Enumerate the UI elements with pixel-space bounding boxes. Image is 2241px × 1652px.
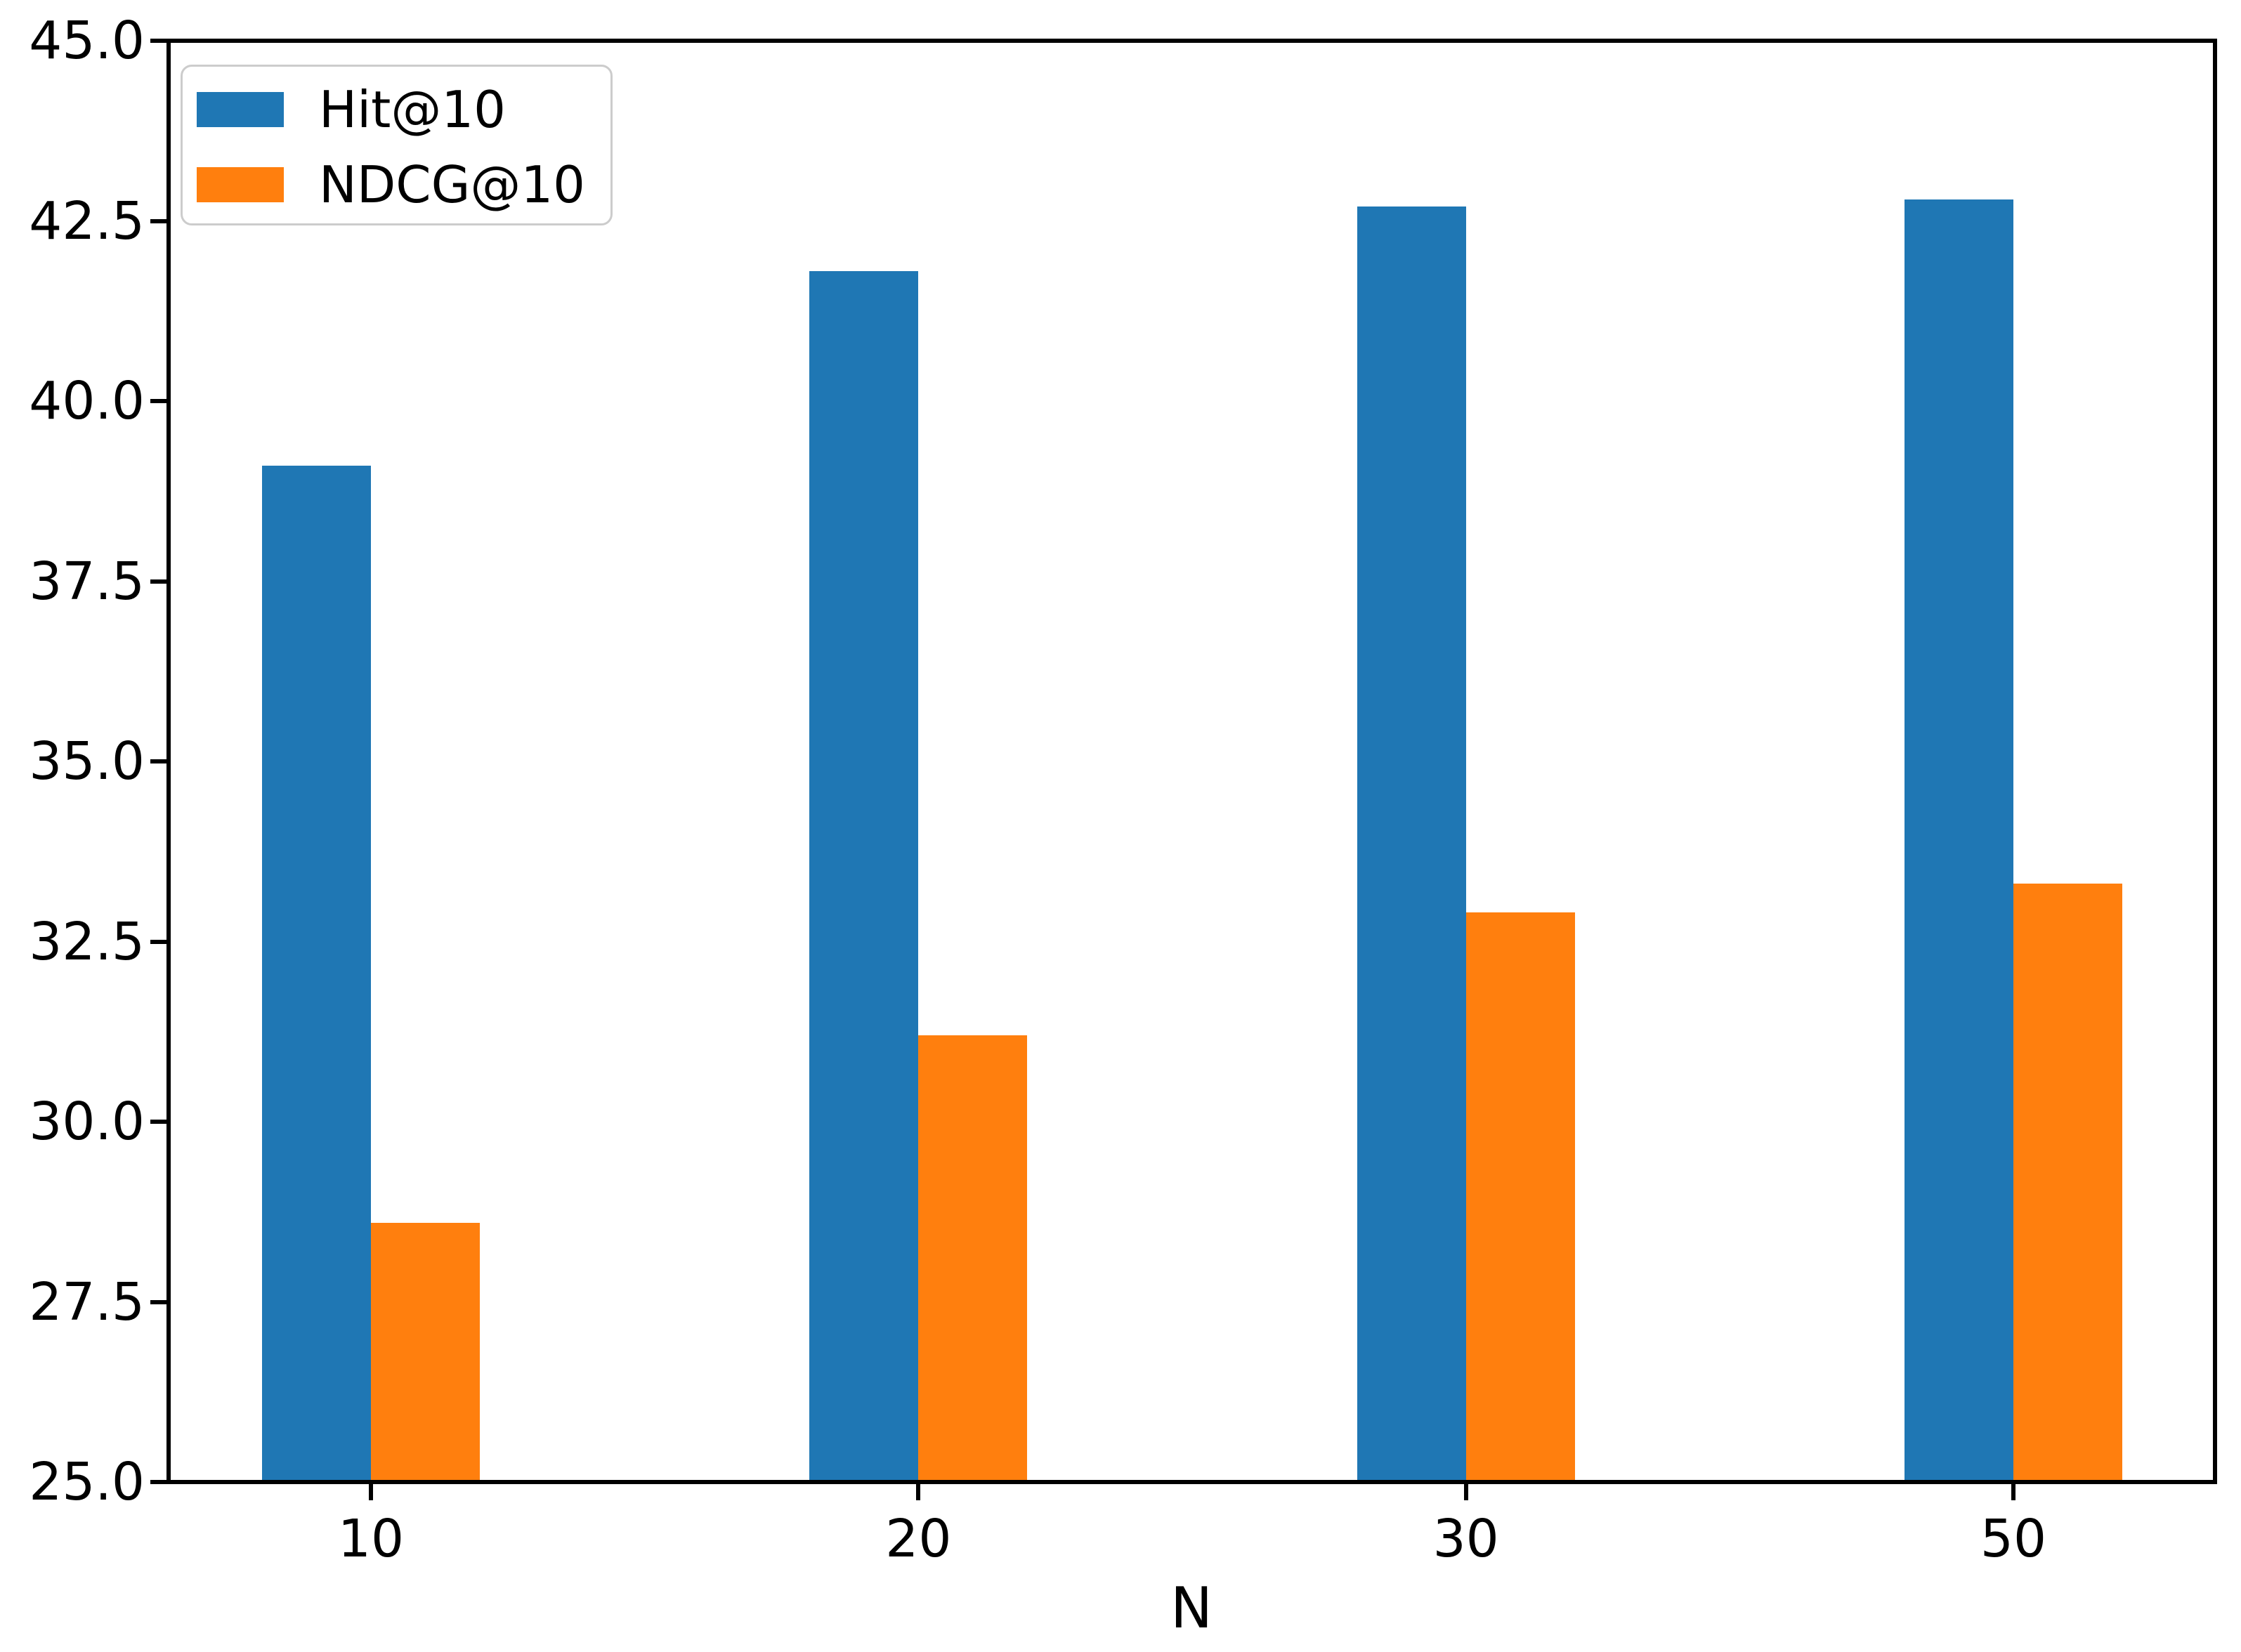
y-tick-label-300: 30.0 xyxy=(29,1092,145,1152)
x-tick-label-30: 30 xyxy=(1432,1509,1499,1569)
y-tick-mark-450 xyxy=(150,39,169,43)
bar-ndcg10-n20 xyxy=(918,1035,1028,1482)
x-tick-mark-10 xyxy=(369,1482,373,1500)
x-axis-label: N xyxy=(1170,1575,1213,1641)
axis-spine-top xyxy=(166,39,2217,43)
y-tick-mark-350 xyxy=(150,759,169,763)
legend: Hit@10 NDCG@10 xyxy=(181,65,613,225)
bar-hit10-n10 xyxy=(262,466,371,1482)
legend-item-hit10: Hit@10 xyxy=(197,80,585,139)
y-tick-mark-250 xyxy=(150,1480,169,1484)
axis-spine-right xyxy=(2213,39,2217,1484)
legend-label-ndcg10: NDCG@10 xyxy=(319,155,585,214)
axis-spine-left xyxy=(166,39,171,1484)
x-tick-mark-20 xyxy=(916,1482,921,1500)
bar-ndcg10-n30 xyxy=(1465,912,1575,1482)
bar-ndcg10-n50 xyxy=(2013,884,2122,1482)
y-tick-label-275: 27.5 xyxy=(29,1271,145,1332)
y-tick-label-325: 32.5 xyxy=(29,911,145,972)
bar-hit10-n50 xyxy=(1904,199,2013,1482)
legend-swatch-hit10 xyxy=(197,92,284,127)
y-tick-mark-375 xyxy=(150,579,169,584)
y-tick-mark-275 xyxy=(150,1299,169,1304)
x-tick-label-50: 50 xyxy=(1980,1509,2047,1569)
legend-swatch-ndcg10 xyxy=(197,167,284,202)
legend-label-hit10: Hit@10 xyxy=(319,80,506,139)
y-tick-label-250: 25.0 xyxy=(29,1452,145,1512)
y-tick-label-375: 37.5 xyxy=(29,551,145,612)
bar-hit10-n30 xyxy=(1357,206,1466,1482)
bar-ndcg10-n10 xyxy=(371,1222,480,1482)
axis-spine-bottom xyxy=(166,1480,2217,1484)
x-tick-label-10: 10 xyxy=(337,1509,405,1569)
y-tick-mark-400 xyxy=(150,399,169,403)
y-tick-label-400: 40.0 xyxy=(29,371,145,431)
y-tick-mark-300 xyxy=(150,1120,169,1124)
x-tick-label-20: 20 xyxy=(885,1509,952,1569)
y-tick-mark-325 xyxy=(150,939,169,944)
x-tick-mark-50 xyxy=(2011,1482,2015,1500)
y-tick-mark-425 xyxy=(150,218,169,223)
legend-item-ndcg10: NDCG@10 xyxy=(197,155,585,214)
bar-hit10-n20 xyxy=(809,271,919,1482)
x-tick-mark-30 xyxy=(1463,1482,1468,1500)
y-tick-label-450: 45.0 xyxy=(29,11,145,71)
y-tick-label-425: 42.5 xyxy=(29,190,145,251)
y-tick-label-350: 35.0 xyxy=(29,731,145,792)
